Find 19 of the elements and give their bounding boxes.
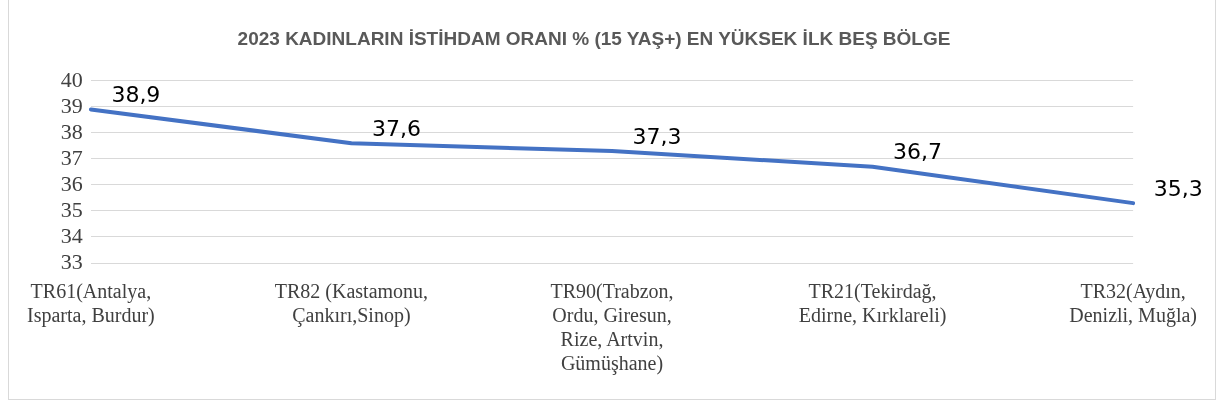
y-tick-label: 34 [60, 222, 83, 248]
data-label: 38,9 [111, 82, 161, 108]
data-label: 36,7 [893, 139, 943, 165]
x-tick-label: TR21(Tekirdağ, Edirne, Kırklareli) [798, 280, 947, 328]
y-tick-label: 36 [60, 170, 83, 196]
data-label: 37,3 [632, 123, 682, 149]
x-tick-label: TR61(Antalya, Isparta, Burdur) [27, 280, 155, 328]
chart-title: 2023 KADINLARIN İSTİHDAM ORANI % (15 YAŞ+) EN YÜKSEK İLK BEŞ BÖLGE [237, 27, 951, 49]
data-label: 37,6 [371, 115, 421, 141]
y-tick-label: 39 [60, 92, 83, 118]
x-tick-label: TR32(Aydın, Denizli, Muğla) [1069, 280, 1197, 328]
y-tick-label: 40 [60, 66, 83, 92]
y-tick-label: 33 [60, 248, 83, 274]
x-tick-label: TR82 (Kastamonu, Çankırı,Sinop) [274, 280, 429, 328]
y-tick-label: 38 [60, 118, 83, 144]
data-label: 35,3 [1153, 175, 1203, 201]
y-tick-label: 35 [60, 196, 83, 222]
x-tick-label: TR90(Trabzon, Ordu, Giresun, Rize, Artvin, Gümüşhane) [550, 280, 674, 376]
y-tick-label: 37 [60, 144, 83, 170]
